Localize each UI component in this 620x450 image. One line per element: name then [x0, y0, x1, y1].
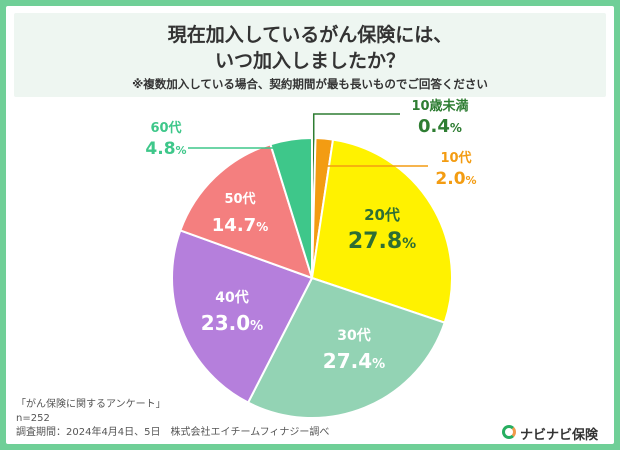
pie-chart: 10歳未満 0.4% 10代 2.0% 20代 27.8% 30代 27.4% 40代 23.0%…	[145, 98, 477, 419]
pie-slice-2	[310, 138, 453, 324]
slice-value-5: 14.7%	[212, 215, 268, 236]
header: 現在加入しているがん保険には、 いつ加入しましたか？ ※複数加入している場合、契…	[14, 13, 606, 97]
slice-label-0: 10歳未満	[411, 98, 468, 114]
leader-line-6	[188, 141, 292, 149]
pie-slice-3	[246, 276, 446, 419]
survey-period: 調査期間：2024年4月4日、5日 株式会社エイチームフィナジー調べ	[16, 427, 330, 438]
survey-name: 「がん保険に関するアンケート」	[16, 399, 166, 410]
pie-slice-6	[269, 136, 313, 279]
slice-value-6: 4.8%	[145, 139, 186, 159]
pie-slice-4	[171, 229, 314, 404]
slice-value-4: 23.0%	[201, 311, 263, 335]
title-line-1: 現在加入しているがん保険には、	[167, 24, 453, 46]
slice-value-1: 2.0%	[435, 169, 476, 189]
logo-mark-icon	[502, 425, 516, 439]
leader-line-1	[323, 140, 428, 167]
slice-value-0: 0.4%	[418, 116, 462, 137]
header-note: ※複数加入している場合、契約期間が最も長いものでご回答ください	[132, 77, 488, 91]
slice-value-2: 27.8%	[348, 229, 416, 254]
slice-label-6: 60代	[150, 120, 181, 136]
slice-label-3: 30代	[337, 327, 370, 344]
title-line-2: いつ加入しましたか？	[214, 50, 405, 72]
sample-size: n=252	[16, 413, 50, 424]
leader-line-0	[312, 113, 400, 141]
card: 現在加入しているがん保険には、 いつ加入しましたか？ ※複数加入している場合、契…	[6, 6, 614, 444]
logo-text: ナビナビ保険	[520, 428, 599, 443]
slice-value-3: 27.4%	[323, 349, 385, 373]
slice-label-1: 10代	[440, 150, 471, 166]
slice-label-4: 40代	[215, 289, 248, 306]
slice-label-5: 50代	[224, 191, 255, 207]
slice-label-2: 20代	[364, 206, 400, 224]
